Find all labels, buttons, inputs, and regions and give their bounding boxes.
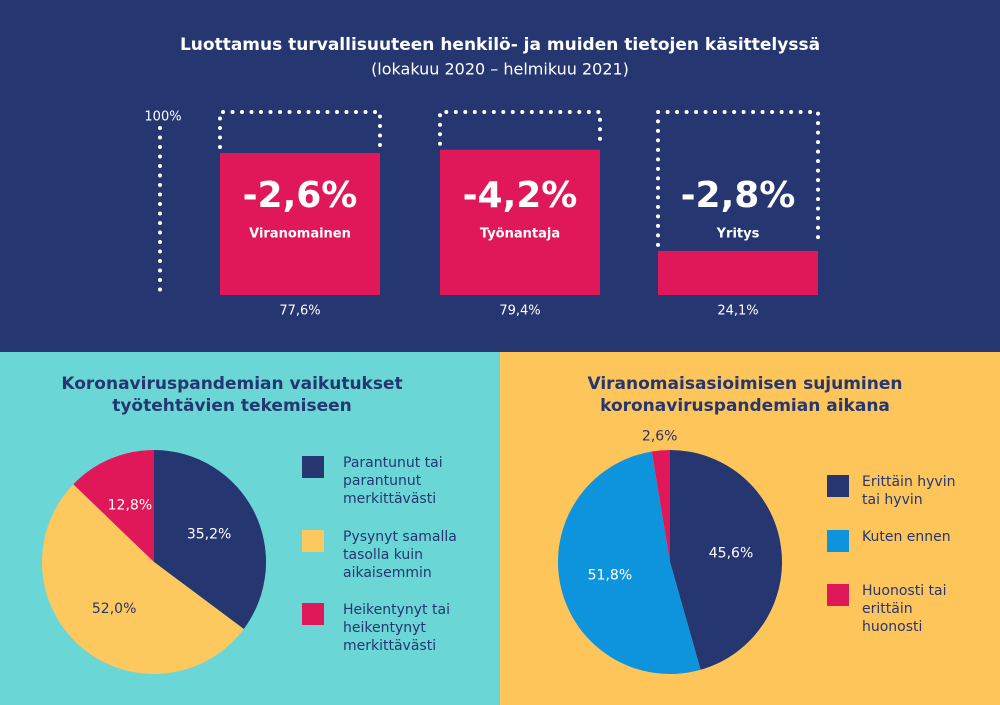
bar: [220, 152, 380, 295]
value-label: 77,6%: [279, 304, 320, 319]
slice-label: 52,0%: [92, 601, 136, 617]
slice-label: 12,8%: [108, 497, 152, 513]
slice-label: 45,6%: [709, 546, 753, 562]
legend-swatch: [302, 603, 324, 625]
capacity-outline: [218, 110, 382, 149]
bar-name: Työnantaja: [480, 227, 560, 242]
pie-slice: [154, 450, 266, 629]
value-label: 79,4%: [499, 304, 540, 319]
change-label: -4,2%: [463, 175, 578, 216]
change-label: -2,6%: [243, 175, 358, 216]
chart-title: Koronaviruspandemian vaikutukset työteht…: [61, 374, 403, 416]
bar: [440, 149, 600, 295]
pie-slice: [670, 450, 782, 670]
legend-label: Heikentynyt tai heikentynyt merkittäväst…: [343, 602, 450, 654]
legend-swatch: [302, 530, 324, 552]
bar-name: Viranomainen: [249, 227, 351, 242]
change-label: -2,8%: [681, 175, 796, 216]
value-label: 24,1%: [717, 304, 758, 319]
legend-label: Pysynyt samalla tasolla kuin aikaisemmin: [343, 529, 457, 581]
capacity-outline: [656, 110, 820, 247]
pie-slice: [42, 484, 244, 674]
legend-label: Erittäin hyvin tai hyvin: [862, 474, 956, 508]
bar-name: Yritys: [716, 227, 760, 242]
legend-swatch: [302, 456, 324, 478]
chart-subtitle: (lokakuu 2020 – helmikuu 2021): [371, 60, 629, 79]
pie-slice: [73, 450, 154, 562]
legend-swatch: [827, 475, 849, 497]
bar: [658, 250, 818, 295]
slice-label: 2,6%: [642, 428, 678, 444]
y-tick-label: 100%: [144, 110, 181, 125]
legend-label: Parantunut tai parantunut merkittävästi: [343, 455, 443, 507]
slice-label: 51,8%: [588, 567, 632, 583]
pie-slice: [557, 451, 701, 675]
legend-swatch: [827, 584, 849, 606]
legend-label: Kuten ennen: [862, 529, 951, 545]
pie-slice: [651, 450, 670, 562]
chart-title: Luottamus turvallisuuteen henkilö- ja mu…: [180, 35, 820, 55]
capacity-outline: [438, 110, 602, 146]
legend-label: Huonosti tai erittäin huonosti: [862, 583, 947, 635]
slice-label: 35,2%: [187, 526, 231, 542]
legend-swatch: [827, 530, 849, 552]
chart-title: Viranomaisasioimisen sujuminen koronavir…: [587, 374, 903, 416]
